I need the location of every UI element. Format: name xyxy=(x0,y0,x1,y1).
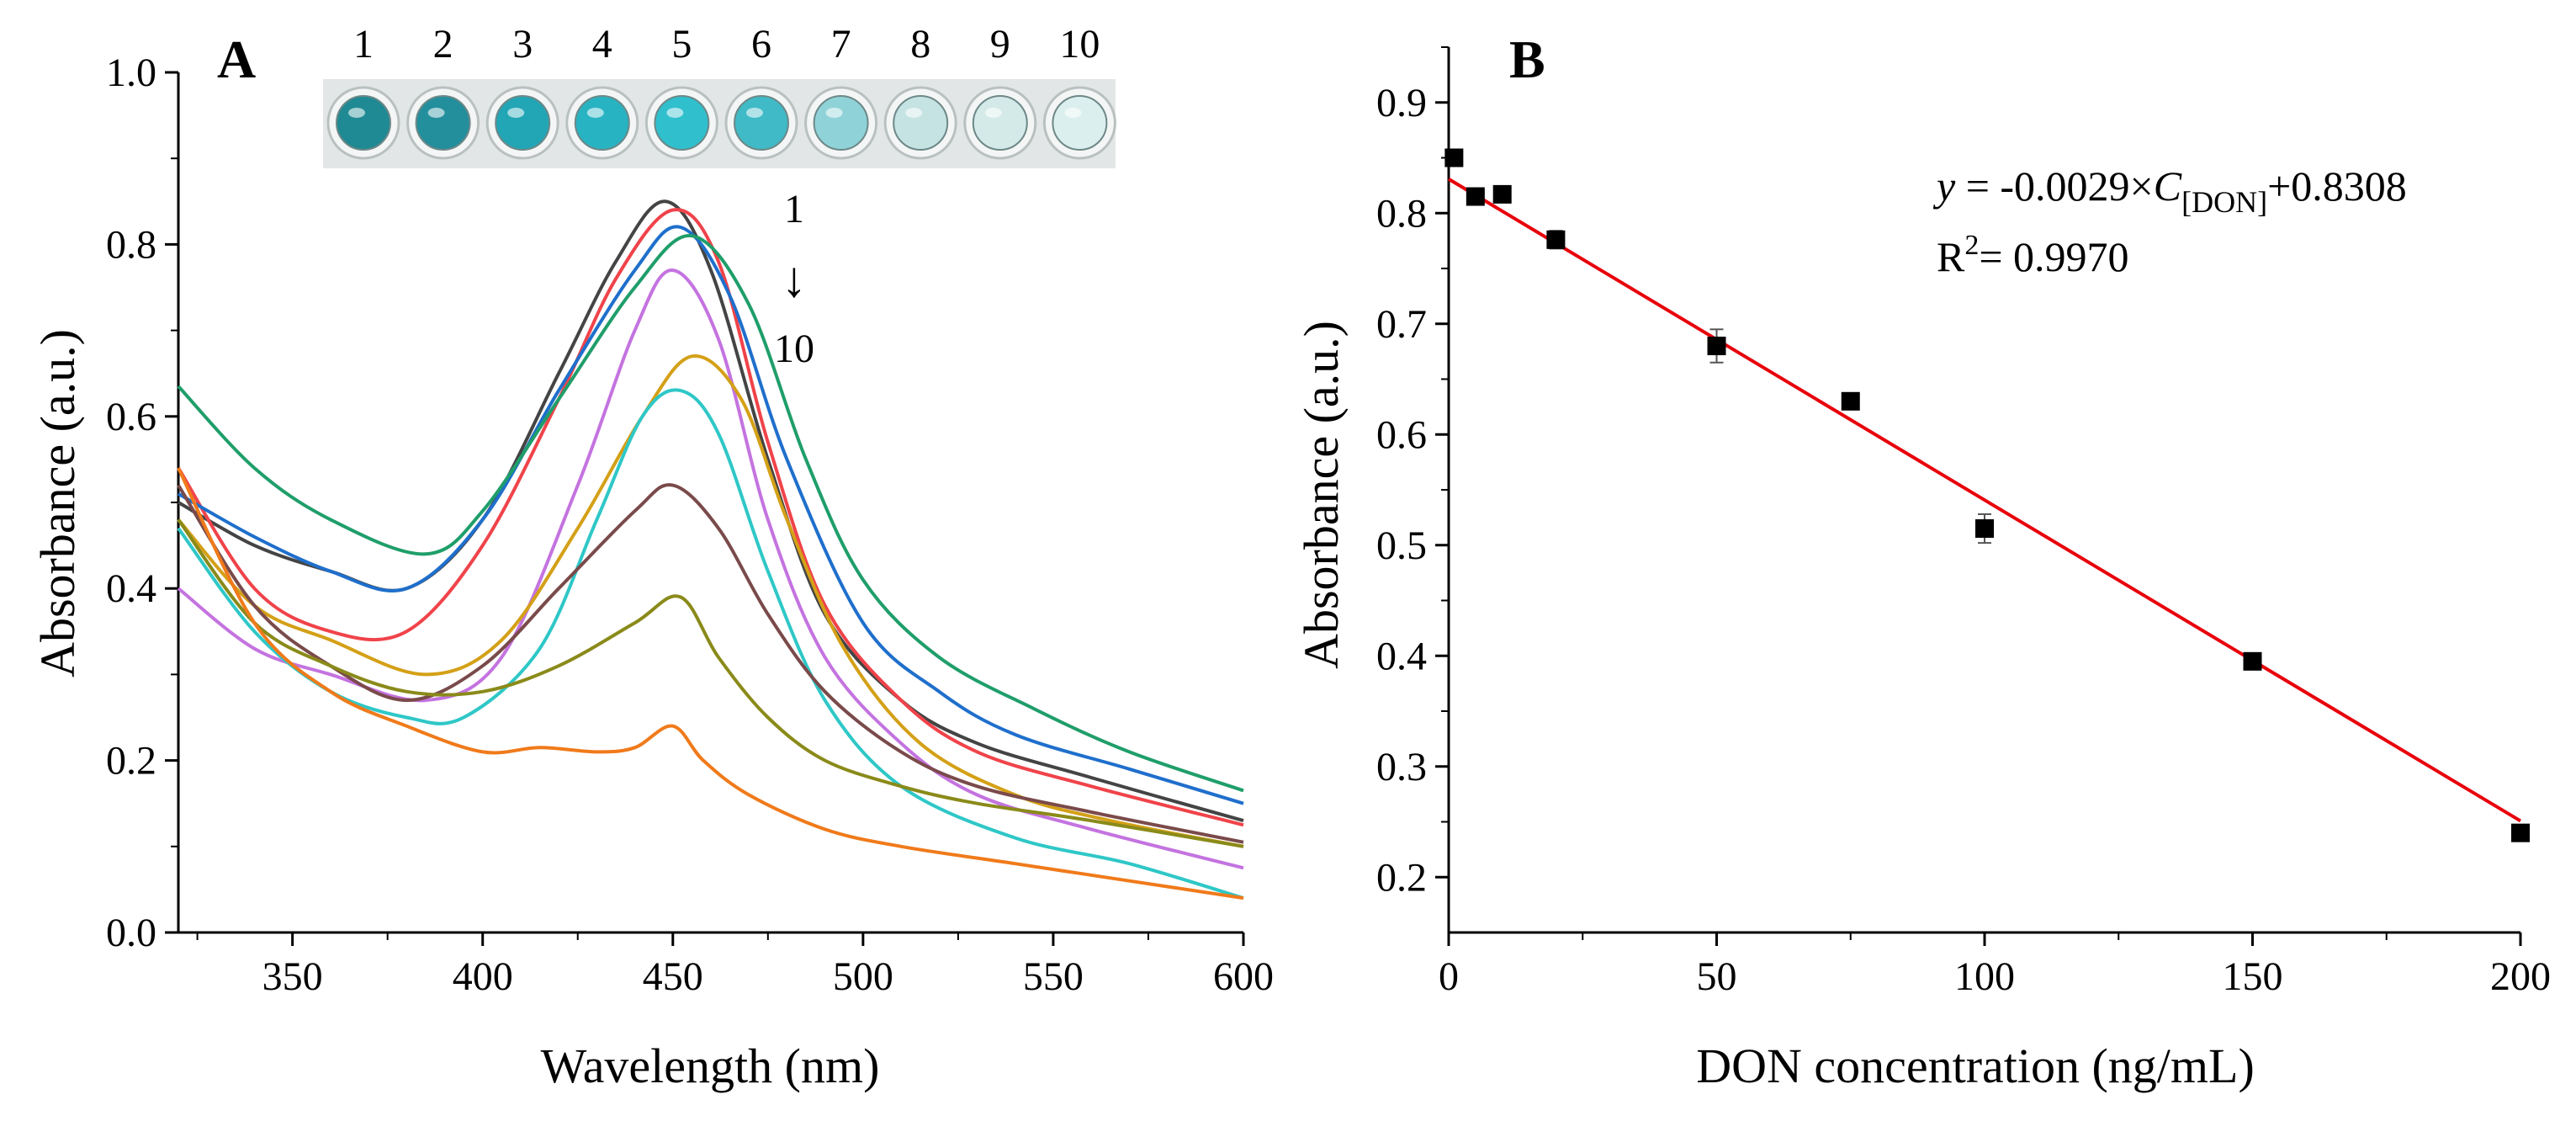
spectrum-line-9 xyxy=(177,518,1244,848)
x-tick-label: 450 xyxy=(643,954,703,999)
well-highlight xyxy=(586,108,604,118)
data-point xyxy=(2511,823,2530,842)
well-highlight xyxy=(746,108,763,118)
well-label: 4 xyxy=(592,22,612,66)
spectrum-line-3 xyxy=(178,225,1244,805)
well-highlight xyxy=(348,108,365,118)
trend-annotation: 1 ↓ 10 xyxy=(774,187,814,371)
y-tick-label: 0.3 xyxy=(1376,745,1427,789)
x-tick-label: 550 xyxy=(1023,954,1084,999)
spectrum-line-10 xyxy=(177,467,1244,901)
panel-b: B 0 50 100 150 200 0.2 0.3 0.4 0.5 0.6 0.7 0.8 0.9 y… xyxy=(1294,29,2551,1093)
y-tick-label: 0.0 xyxy=(106,911,156,955)
x-tick-label: 100 xyxy=(1954,954,2015,999)
panel-b-letter: B xyxy=(1509,29,1545,89)
y-tick-label: 0.4 xyxy=(106,566,156,611)
inset-well-photo: 1 2 3 4 5 6 7 8 9 10 xyxy=(323,22,1116,168)
y-tick-label: 1.0 xyxy=(106,50,156,95)
well-label: 9 xyxy=(990,22,1010,66)
y-tick-label: 0.7 xyxy=(1376,302,1427,347)
well-liquid xyxy=(654,95,710,151)
data-point xyxy=(1975,519,1994,539)
y-tick-label: 0.9 xyxy=(1376,81,1427,125)
well-highlight xyxy=(507,108,525,118)
spectrum-line-7 xyxy=(177,388,1244,901)
trend-annotation-start: 1 xyxy=(784,187,804,231)
panel-a-y-axis-title: Absorbance (a.u.) xyxy=(30,329,85,677)
x-tick-label: 600 xyxy=(1213,954,1274,999)
well-label: 10 xyxy=(1059,22,1100,66)
y-tick-label: 0.5 xyxy=(1376,523,1427,568)
well-highlight xyxy=(984,108,1002,118)
trend-annotation-arrow: ↓ xyxy=(782,252,807,307)
data-point xyxy=(1444,148,1464,167)
trend-annotation-end: 10 xyxy=(774,327,814,371)
well-label: 1 xyxy=(353,22,374,66)
y-tick-label: 0.6 xyxy=(106,395,156,439)
spectrum-line-8 xyxy=(177,483,1244,844)
well-liquid xyxy=(813,95,869,151)
spectrum-line-2 xyxy=(177,208,1244,827)
data-point xyxy=(1546,230,1566,249)
y-tick-label: 0.8 xyxy=(106,222,156,267)
well-liquid xyxy=(574,95,630,151)
spectrum-line-6 xyxy=(177,354,1244,848)
y-tick-label: 0.6 xyxy=(1376,412,1427,457)
panel-b-points xyxy=(1444,148,2530,842)
well-liquid xyxy=(1052,95,1108,151)
panel-b-y-axis-title: Absorbance (a.u.) xyxy=(1294,321,1349,669)
well-highlight xyxy=(825,108,843,118)
spectrum-line-5 xyxy=(177,268,1244,870)
panel-b-x-axis-title: DON concentration (ng/mL) xyxy=(1696,1039,2255,1093)
x-tick-label: 350 xyxy=(262,954,323,999)
x-tick-label: 50 xyxy=(1697,954,1737,999)
well-label: 3 xyxy=(512,22,533,66)
r-squared: R2= 0.9970 xyxy=(1937,230,2129,280)
x-tick-label: 150 xyxy=(2223,954,2283,999)
well-liquid xyxy=(495,95,551,151)
y-tick-label: 0.2 xyxy=(1376,855,1427,900)
well-label: 8 xyxy=(910,22,930,66)
spectrum-line-1 xyxy=(178,199,1244,823)
regression-line xyxy=(1447,178,2522,823)
well-label: 5 xyxy=(671,22,692,66)
well-label: 2 xyxy=(433,22,453,66)
well-liquid xyxy=(415,95,471,151)
x-tick-label: 400 xyxy=(453,954,513,999)
y-tick-label: 0.8 xyxy=(1376,191,1427,236)
spectrum-line-4 xyxy=(177,234,1244,793)
panel-a: A 350 400 450 500 550 600 0.0 0.2 0.4 0.6 0.8 1.0 1… xyxy=(30,22,1274,1093)
well-liquid xyxy=(734,95,789,151)
y-tick-label: 0.4 xyxy=(1376,634,1427,678)
x-tick-label: 200 xyxy=(2490,954,2551,999)
panel-b-fit xyxy=(1447,178,2522,823)
well-highlight xyxy=(427,108,445,118)
y-tick-label: 0.2 xyxy=(106,739,156,784)
panel-a-series xyxy=(177,199,1244,901)
well-highlight xyxy=(666,108,684,118)
well-liquid xyxy=(972,95,1028,151)
data-point xyxy=(1707,337,1726,356)
well-highlight xyxy=(905,108,923,118)
data-point xyxy=(1466,187,1485,206)
well-label: 6 xyxy=(751,22,771,66)
data-point xyxy=(1492,184,1512,204)
data-point xyxy=(2243,651,2262,671)
regression-equation: y = -0.0029×C[DON]+0.8308 xyxy=(1932,162,2407,219)
panel-a-x-axis-title: Wavelength (nm) xyxy=(541,1039,880,1093)
well-liquid xyxy=(893,95,949,151)
well-liquid xyxy=(336,95,391,151)
well-highlight xyxy=(1064,108,1082,118)
panel-a-axes: 350 400 450 500 550 600 0.0 0.2 0.4 0.6 0.8 1.0 xyxy=(106,50,1274,999)
panel-a-letter: A xyxy=(217,29,256,89)
panel-b-axes: 0 50 100 150 200 0.2 0.3 0.4 0.5 0.6 0.7 0.8 0.9 xyxy=(1376,46,2551,999)
x-tick-label: 500 xyxy=(833,954,893,999)
x-tick-label: 0 xyxy=(1439,954,1459,999)
data-point xyxy=(1841,391,1860,411)
well-label: 7 xyxy=(831,22,851,66)
